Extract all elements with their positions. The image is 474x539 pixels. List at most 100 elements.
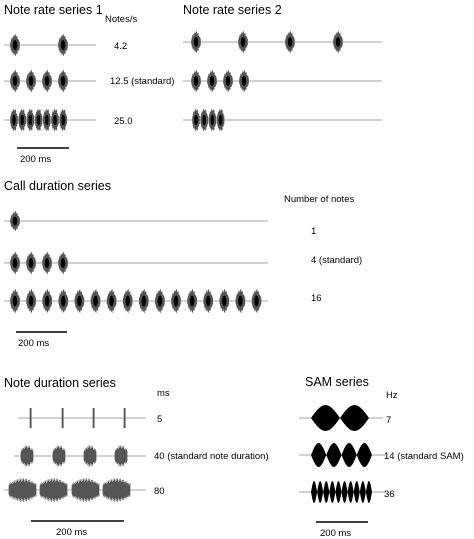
note-core [173,295,179,307]
note-core [93,295,98,307]
sam-value-2: 14 (standard SAM) [384,451,464,462]
note-rate-value-3: 25.0 [114,116,133,127]
note-core [157,295,163,307]
note-core [335,37,341,47]
note-core [12,295,18,307]
note-core [61,295,66,307]
note-core [36,114,41,126]
note-core [12,258,18,268]
sam-lobe [311,481,318,503]
note-core [28,76,34,86]
note-core [225,76,231,86]
note-core [28,258,34,268]
note-core [12,76,18,86]
call-duration-unit-label: Number of notes [284,194,354,205]
duration-burst [123,408,126,428]
duration-burst [29,408,32,428]
sam-lobe [323,481,330,503]
sam-lobe [311,443,327,467]
sam-lobe [311,405,340,431]
call-duration-title: Call duration series [4,179,111,193]
note-core [125,295,130,307]
sam-unit-label: Hz [386,390,398,401]
note-core [254,295,259,307]
note-core [238,295,243,307]
note-core [77,295,82,307]
sam-lobe [317,481,324,503]
note-core [240,37,246,47]
note-core [60,76,66,86]
note-duration-unit-label: ms [157,388,170,399]
note-core [61,114,65,126]
note-core [218,114,223,126]
note-core [12,216,18,226]
note-rate-series-2-row-2 [183,70,382,92]
duration-burst [114,445,128,467]
note-core [28,114,33,126]
sam-row-1 [299,405,383,431]
note-duration-value-3: 80 [154,486,165,497]
note-rate-series-2-title: Note rate series 2 [183,3,282,17]
sam-lobe [365,481,372,503]
call-duration-value-3: 16 [311,293,322,304]
note-rate-series-1-title: Note rate series 1 [4,3,103,17]
note-core [44,76,50,86]
note-core [28,295,34,307]
note-core [141,295,146,307]
note-core [241,76,247,86]
note-core [12,40,18,50]
note-core [222,295,227,307]
duration-burst [52,445,66,467]
note-rate-series-1-row-3 [4,108,96,132]
sam-lobe [326,443,342,467]
note-core [12,114,16,126]
note-rate-scale-label: 200 ms [20,154,51,165]
duration-burst [61,408,64,428]
note-duration-row-2 [14,445,146,467]
sam-value-1: 7 [386,415,391,426]
note-core [287,37,293,47]
call-duration-value-2: 4 (standard) [311,255,362,266]
call-duration-row-2 [4,252,268,274]
note-core [45,114,49,126]
sam-lobe [341,443,357,467]
note-rate-series-2-row-1 [183,31,382,53]
note-duration-value-2: 40 (standard note duration) [154,451,269,462]
duration-burst [83,445,97,467]
note-core [53,114,57,126]
call-duration-row-3 [4,289,268,313]
note-duration-row-3 [4,478,146,502]
note-core [20,114,24,126]
note-rate-value-2: 12.5 (standard) [110,76,174,87]
note-core [209,76,215,86]
sam-row-2 [299,443,386,467]
note-duration-title: Note duration series [4,376,116,390]
note-duration-value-1: 5 [157,414,162,425]
sam-lobe [335,481,342,503]
duration-burst [20,445,34,467]
note-core [202,114,206,126]
note-core [189,295,195,307]
note-rate-value-1: 4.2 [114,41,127,52]
duration-burst [39,478,68,502]
sam-scale-label: 200 ms [320,528,351,539]
sam-row-3 [299,481,386,503]
note-core [60,258,66,268]
note-core [60,40,66,50]
sam-lobe [347,481,354,503]
call-duration-row-1 [4,211,268,231]
duration-burst [71,478,100,502]
call-duration-value-1: 1 [311,226,316,237]
duration-burst [102,478,131,502]
sam-lobe [353,481,360,503]
note-core [45,295,50,307]
sam-lobe [341,481,348,503]
sam-series-title: SAM series [305,375,369,389]
duration-burst [92,408,95,428]
note-rate-series-1-row-1 [4,34,96,56]
note-rate-series-2-row-3 [183,108,382,132]
note-core [210,114,215,126]
sam-lobe [359,481,366,503]
note-core [193,76,199,86]
